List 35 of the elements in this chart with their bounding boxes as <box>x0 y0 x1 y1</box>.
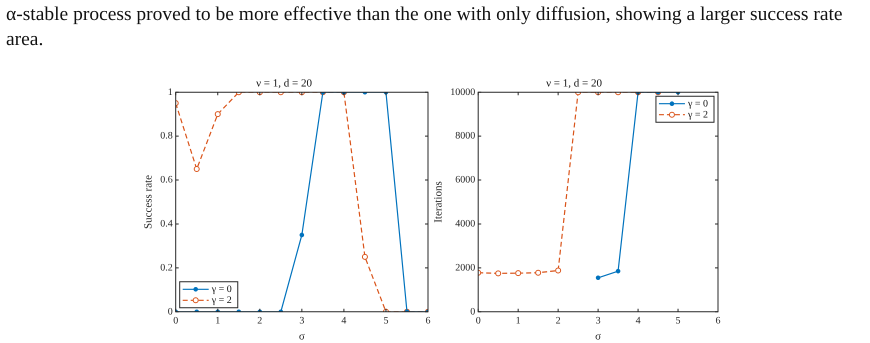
y-tick-label: 0.2 <box>160 262 173 274</box>
y-axis-title: Iterations <box>432 181 444 223</box>
x-tick-label: 5 <box>676 315 681 326</box>
y-axis-title: Success rate <box>142 174 154 230</box>
x-tick-label: 4 <box>341 315 346 326</box>
x-tick-label: 1 <box>516 315 521 326</box>
x-tick-label: 6 <box>426 315 430 326</box>
x-tick-label: 6 <box>716 315 720 326</box>
y-tick-label: 0 <box>168 306 173 318</box>
legend-label: γ = 2 <box>686 109 708 120</box>
x-tick-label: 3 <box>299 315 304 326</box>
legend-label: γ = 0 <box>686 98 708 110</box>
text: α-stable process proved to be more effective than the one with only diffusion, showing a larger success rate area. <box>6 3 844 52</box>
x-axis-title: σ <box>595 330 602 342</box>
y-tick-label: 10000 <box>450 86 476 98</box>
x-tick-label: 2 <box>257 315 262 326</box>
legend-label: γ = 0 <box>210 284 232 295</box>
y-tick-label: 0.6 <box>160 174 173 186</box>
chart-title: ν = 1, d = 20 <box>256 77 312 90</box>
x-tick-label: 4 <box>636 315 641 326</box>
y-tick-label: 1 <box>168 86 173 98</box>
x-tick-label: 1 <box>215 315 220 326</box>
y-tick-label: 4000 <box>455 218 476 230</box>
y-tick-label: 6000 <box>455 174 476 186</box>
x-tick-label: 2 <box>556 315 561 326</box>
y-tick-label: 8000 <box>455 130 476 142</box>
y-tick-label: 0.4 <box>160 218 173 230</box>
y-tick-label: 0 <box>470 306 476 318</box>
y-tick-label: 2000 <box>455 262 476 274</box>
x-tick-label: 3 <box>596 315 601 326</box>
legend-label: γ = 2 <box>210 294 232 306</box>
x-tick-label: 5 <box>383 315 388 326</box>
chart-title: ν = 1, d = 20 <box>546 77 602 90</box>
y-tick-label: 0.8 <box>160 130 173 142</box>
x-axis-title: σ <box>298 330 305 342</box>
